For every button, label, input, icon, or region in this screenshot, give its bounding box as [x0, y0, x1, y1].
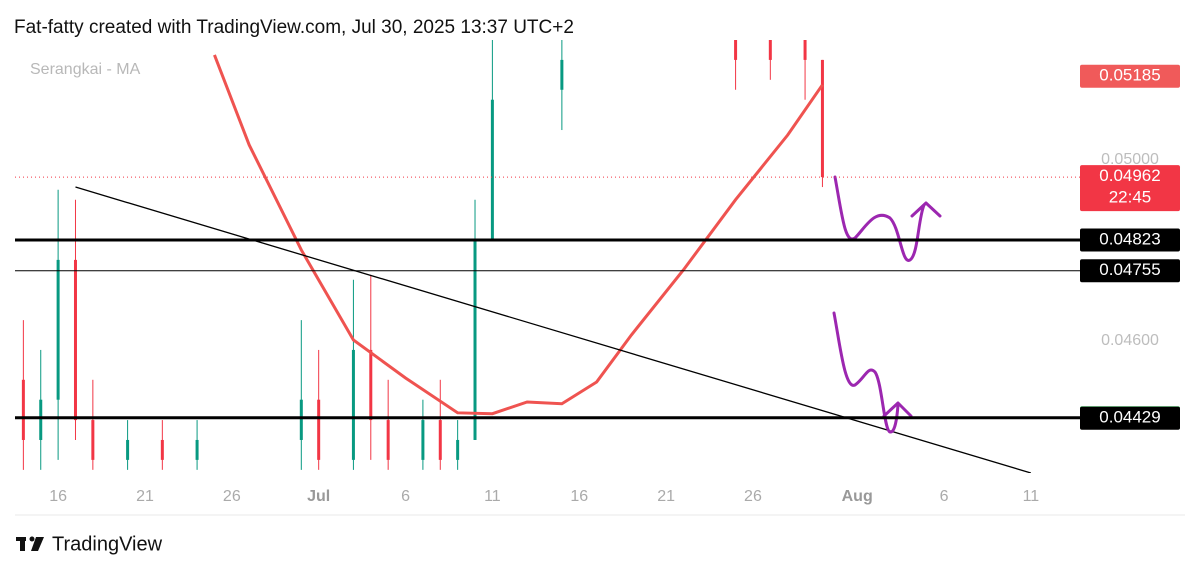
candle-body: [560, 59, 564, 90]
price-tag: [1080, 259, 1180, 283]
candle-body: [456, 439, 460, 460]
candle-body: [768, 40, 772, 60]
candle-body: [299, 399, 303, 440]
candle-body: [820, 59, 824, 178]
candle-body: [21, 379, 25, 440]
price-tag-label: 0.04429: [1099, 408, 1160, 427]
candle-body: [490, 99, 494, 240]
x-tick-label: 11: [1023, 488, 1040, 505]
x-tick-label: 26: [223, 488, 241, 505]
logo: [16, 536, 44, 551]
candle-body: [803, 40, 807, 60]
price-tag-label: 0.04823: [1099, 229, 1160, 248]
candle-body: [317, 399, 321, 460]
candle-body: [473, 239, 477, 440]
candle-body: [369, 349, 373, 421]
x-tick-label: 16: [49, 488, 67, 505]
candle-body: [351, 349, 355, 460]
x-tick-label: 21: [136, 488, 154, 505]
x-tick-label: 11: [484, 488, 501, 505]
candle-body: [386, 420, 390, 460]
indicator-label: Serangkai - MA: [30, 61, 141, 78]
candle-body: [734, 40, 738, 60]
candle-body: [195, 439, 199, 460]
x-tick-label: 16: [570, 488, 588, 505]
x-tick-label: 6: [940, 488, 949, 505]
candle-body: [91, 420, 95, 460]
candle-body: [421, 420, 425, 460]
price-tag-label: 0.04962: [1099, 166, 1160, 185]
candle-body: [56, 259, 60, 400]
candle-body: [438, 420, 442, 460]
price-tag: [1080, 165, 1180, 212]
x-tick-label: 21: [657, 488, 675, 505]
candle-body: [160, 439, 164, 460]
x-tick-label: Aug: [842, 488, 873, 505]
annotations: [832, 175, 942, 434]
price-tag-label: 0.05185: [1099, 66, 1160, 85]
price-tag: [1080, 64, 1180, 88]
moving-average: [213, 54, 824, 416]
y-tick-label: 0.04600: [1101, 332, 1159, 349]
trendline: [75, 186, 1032, 473]
candle-body: [73, 259, 77, 421]
footer-brand: TradingView: [52, 533, 163, 555]
price-tag-label: 0.04755: [1099, 260, 1160, 279]
x-tick-label: Jul: [307, 488, 330, 505]
candle-body: [39, 399, 43, 440]
price-tag: [1080, 228, 1180, 252]
header: Fat-fatty created with TradingView.com, …: [14, 17, 574, 38]
countdown: 22:45: [1109, 188, 1152, 207]
x-tick-label: 26: [744, 488, 762, 505]
candle-body: [126, 439, 130, 460]
plot: [21, 40, 1032, 473]
y-tick-label: 0.05000: [1101, 151, 1159, 168]
x-tick-label: 6: [401, 488, 410, 505]
price-tag: [1080, 406, 1180, 430]
